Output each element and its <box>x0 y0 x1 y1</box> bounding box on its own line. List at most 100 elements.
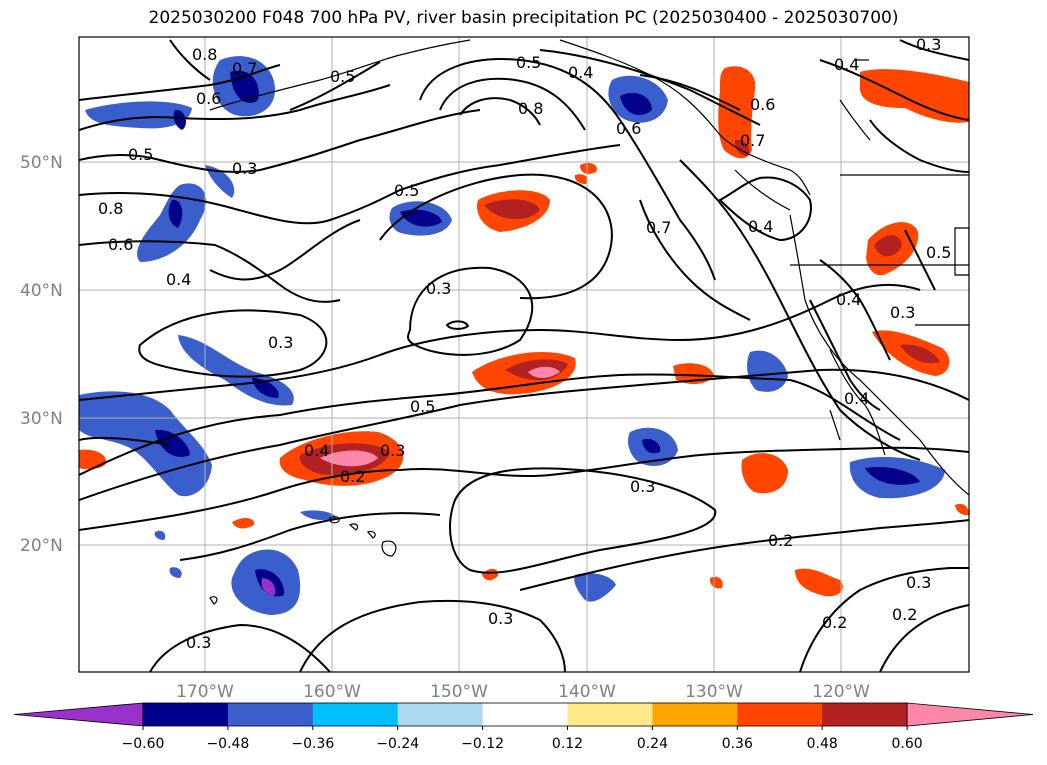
contour-label: 0.2 <box>822 613 847 632</box>
precip-patch <box>718 66 756 159</box>
precip-patch <box>900 344 940 364</box>
precip-patch <box>574 174 588 184</box>
precip-patch <box>205 165 235 198</box>
colorbar-segment <box>567 703 653 726</box>
precip-patch <box>300 510 336 520</box>
colorbar-label: −0.24 <box>376 736 419 752</box>
lon-label: 150°W <box>430 682 488 702</box>
colorbar-segment <box>652 703 738 726</box>
contour-label: 0.3 <box>268 333 293 352</box>
precip-patch <box>173 109 186 130</box>
lat-label: 20°N <box>20 536 63 556</box>
precip-patch <box>169 567 182 578</box>
colorbar-segment <box>737 703 823 726</box>
contour-label: 0.8 <box>518 99 543 118</box>
contour-label: 0.5 <box>516 53 541 72</box>
contour-label: 0.3 <box>186 633 211 652</box>
colorbar-label: −0.36 <box>291 736 334 752</box>
contour-label: 0.4 <box>568 63 593 82</box>
coastlines <box>209 39 969 496</box>
colorbar-segment <box>143 703 229 726</box>
precip-patch <box>620 92 652 116</box>
contour-label: 0.3 <box>232 159 257 178</box>
contour-label: 0.3 <box>380 441 405 460</box>
contour-label: 0.2 <box>892 605 917 624</box>
precip-patch <box>955 503 969 516</box>
colorbar-label: −0.48 <box>206 736 249 752</box>
contour-label: 0.7 <box>232 59 257 78</box>
precip-shading <box>79 56 969 615</box>
precip-patch <box>154 530 166 540</box>
contour-label: 0.5 <box>128 145 153 164</box>
longitude-labels: 170°W 160°W 150°W 140°W 130°W 120°W <box>176 682 870 702</box>
colorbar-segment <box>482 703 568 726</box>
contour-label: 0.8 <box>98 199 123 218</box>
colorbar-segment <box>312 703 399 726</box>
precip-patch <box>642 438 661 454</box>
colorbar-frame <box>142 702 908 727</box>
lon-label: 120°W <box>812 682 870 702</box>
contour-label: 0.6 <box>750 95 775 114</box>
contour-label: 0.2 <box>768 531 793 550</box>
contour-label: 0.6 <box>108 235 133 254</box>
precip-patch <box>320 450 378 467</box>
contour-label: 0.4 <box>834 55 859 74</box>
precip-patch <box>155 429 190 458</box>
precip-patch <box>400 209 442 227</box>
precip-patch <box>741 453 788 494</box>
latitude-labels: 50°N 40°N 30°N 20°N <box>20 153 63 556</box>
contour-label: 0.8 <box>192 45 217 64</box>
contour-label: 0.4 <box>844 389 869 408</box>
lon-label: 130°W <box>685 682 743 702</box>
precip-patch <box>79 449 106 470</box>
contour-labels: 0.8 0.6 0.5 0.3 0.5 0.4 0.8 0.6 0.6 0.3 … <box>98 35 951 652</box>
gridlines <box>79 37 969 672</box>
lat-label: 40°N <box>20 281 63 301</box>
contour-label: 0.2 <box>340 467 365 486</box>
precip-patch <box>232 518 255 529</box>
colorbar-label: 0.48 <box>807 736 838 752</box>
precip-patch <box>747 350 788 392</box>
colorbar-label: −0.12 <box>461 736 504 752</box>
lon-label: 170°W <box>176 682 234 702</box>
precip-patch <box>168 199 183 228</box>
lon-label: 140°W <box>558 682 616 702</box>
lat-label: 50°N <box>20 153 63 173</box>
colorbar-label: 0.36 <box>722 736 753 752</box>
precip-patch <box>874 235 902 257</box>
contour-label: 0.5 <box>410 397 435 416</box>
colorbar-extend-max <box>906 702 1034 727</box>
contour-label: 0.4 <box>836 290 861 309</box>
lat-label: 30°N <box>20 409 63 429</box>
pv-contours <box>79 39 969 672</box>
colorbar-label: 0.12 <box>552 736 583 752</box>
contour-label: 0.3 <box>426 279 451 298</box>
colorbar: −0.60 −0.48 −0.36 −0.24 −0.12 0.12 0.24 0.36 0.4… <box>13 702 1034 752</box>
colorbar-extend-min <box>13 702 144 727</box>
colorbar-label: 0.24 <box>637 736 668 752</box>
contour-label: 0.5 <box>394 181 419 200</box>
contour-label: 0.4 <box>304 441 329 460</box>
precip-patch <box>795 568 843 597</box>
colorbar-label: −0.60 <box>122 736 165 752</box>
colorbar-segment <box>822 703 908 726</box>
precip-patch <box>574 573 616 602</box>
contour-label: 0.5 <box>926 243 951 262</box>
contour-label: 0.7 <box>646 218 671 237</box>
positive-anomaly-patches <box>79 66 969 597</box>
precip-patch <box>528 366 560 378</box>
colorbar-segment <box>227 703 314 726</box>
precip-patch <box>261 578 276 596</box>
contour-label: 0.5 <box>330 67 355 86</box>
contour-label: 0.3 <box>630 477 655 496</box>
precip-patch <box>860 69 969 123</box>
colorbar-label: 0.60 <box>892 736 923 752</box>
precip-patch <box>79 391 212 497</box>
precip-patch <box>709 576 723 589</box>
contour-label: 0.4 <box>166 270 191 289</box>
contour-label: 0.6 <box>196 89 221 108</box>
contour-label: 0.3 <box>488 609 513 628</box>
precip-patch <box>482 568 499 581</box>
map-frame <box>78 36 970 673</box>
